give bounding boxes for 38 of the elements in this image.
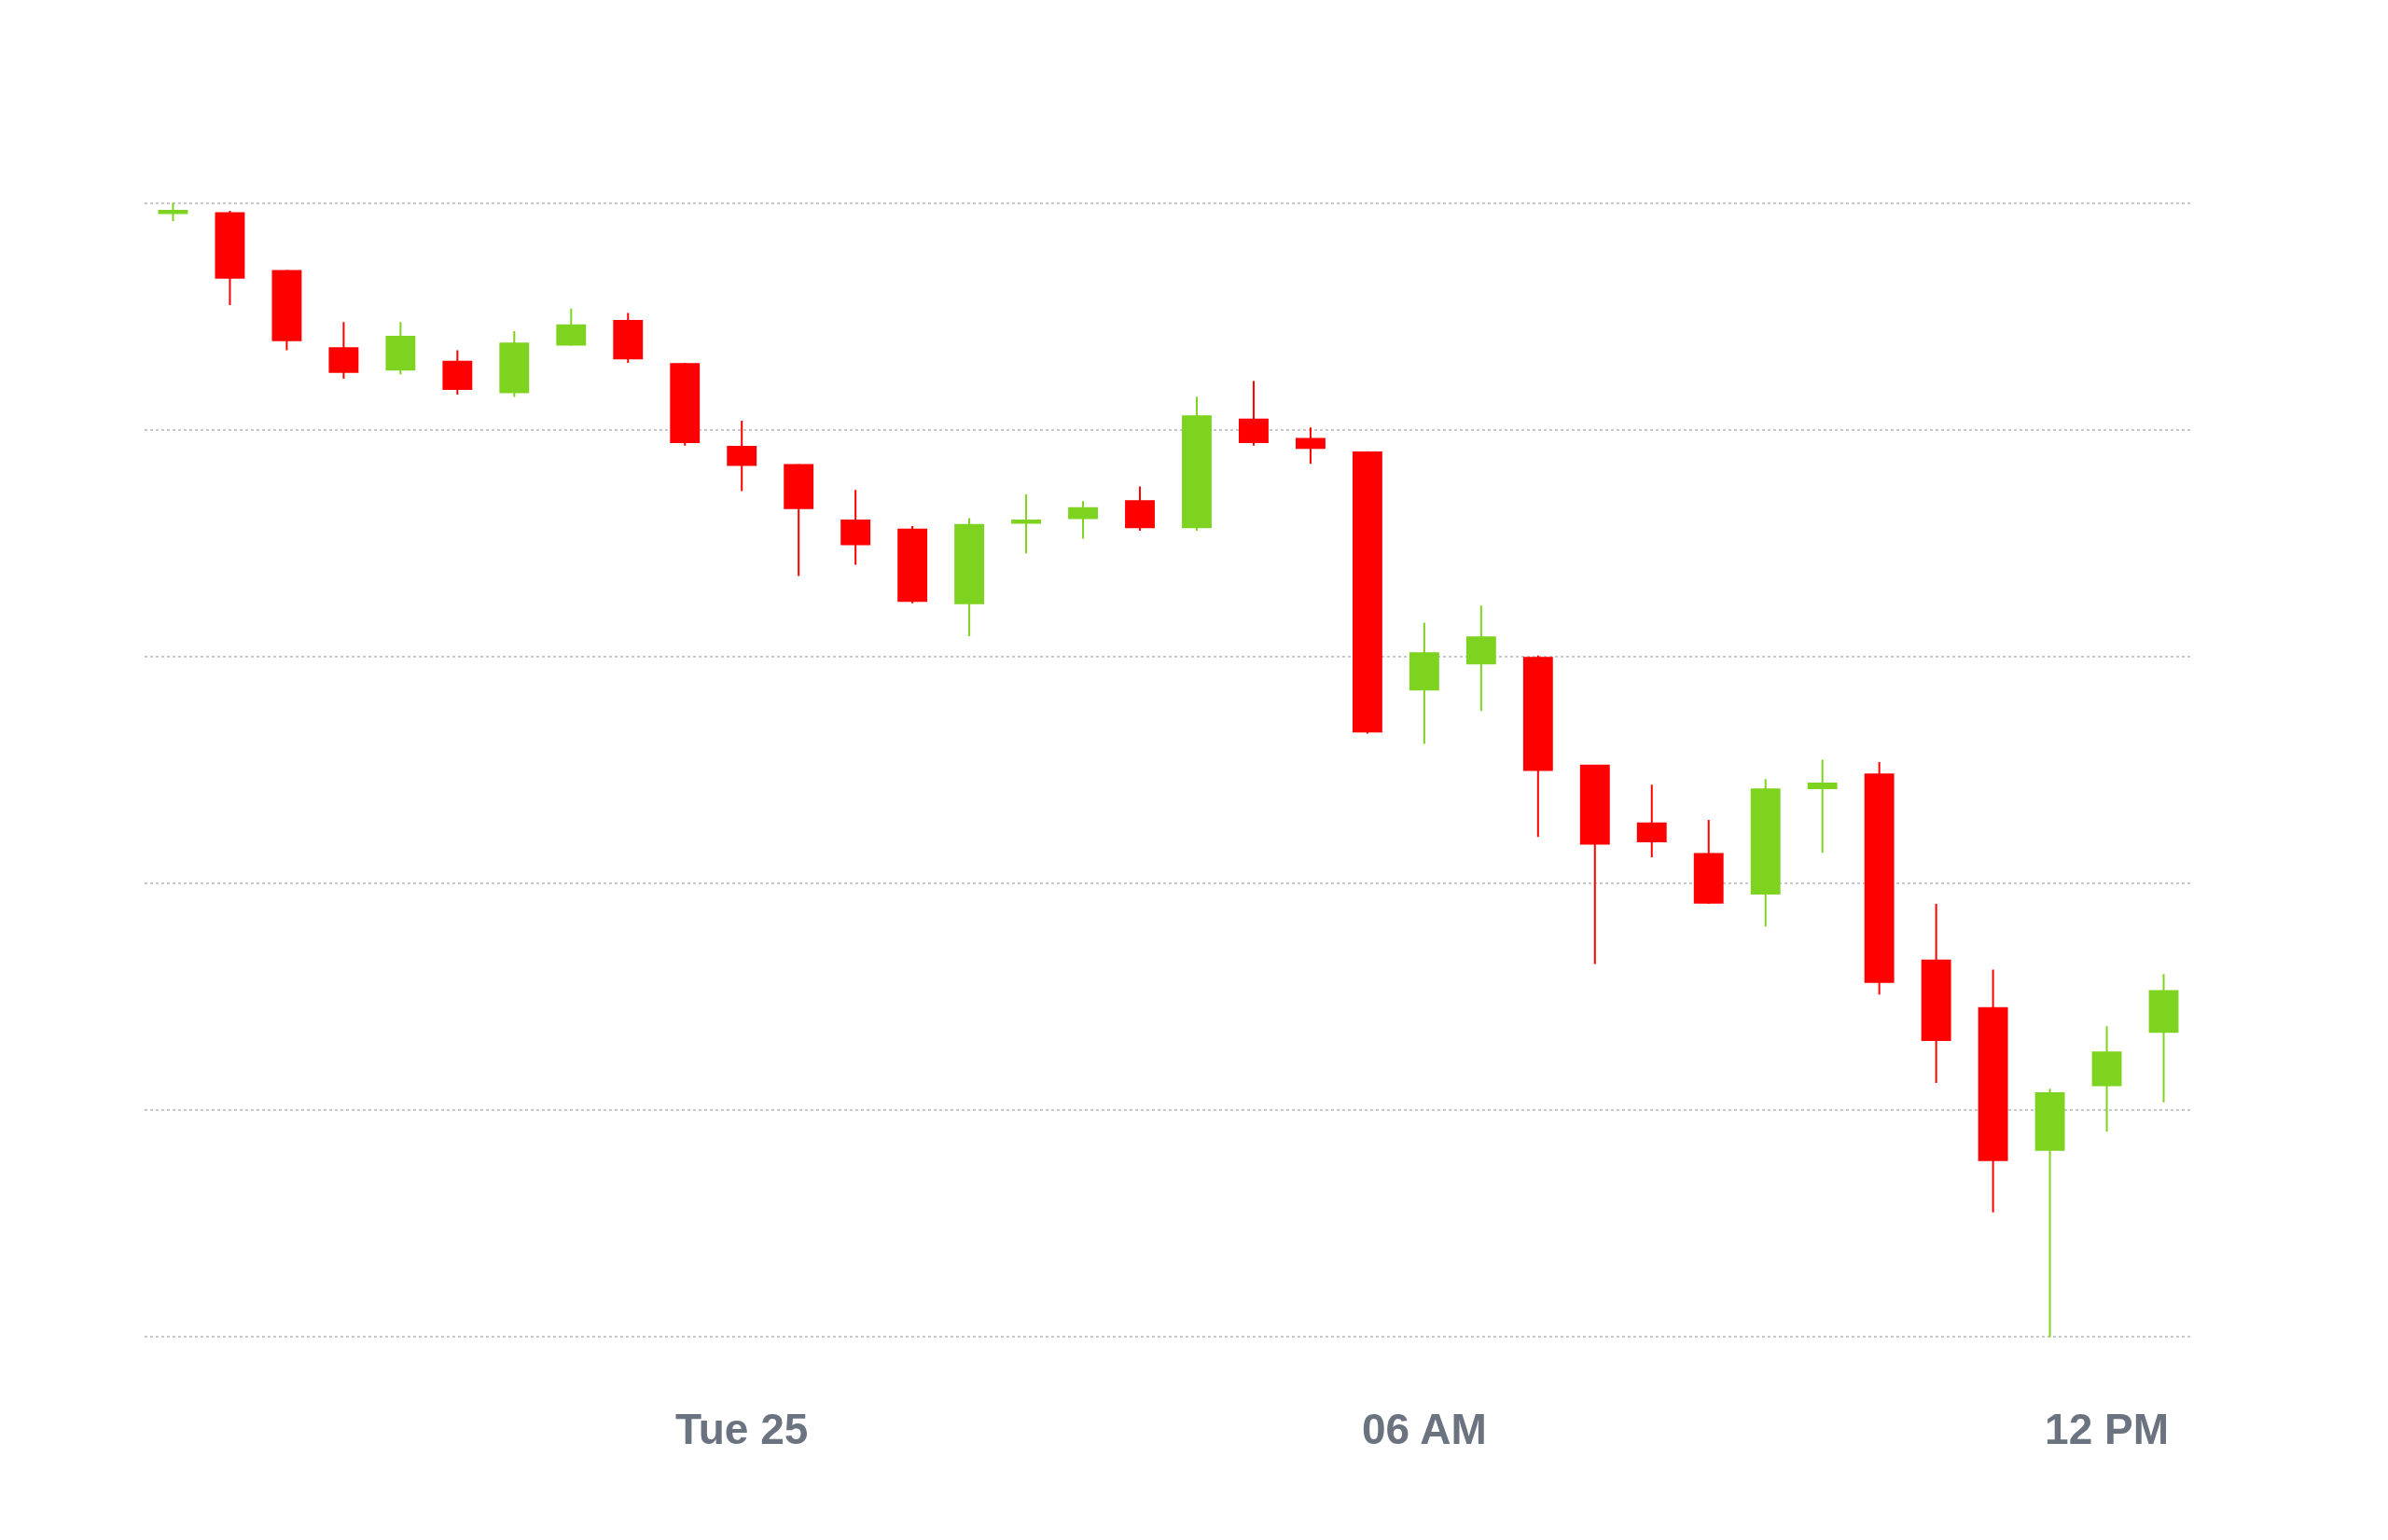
candlestick: [1011, 493, 1042, 555]
candlestick: [215, 210, 245, 306]
candlestick: [1125, 485, 1155, 532]
candlestick: [1978, 968, 2008, 1214]
candlestick: [1864, 760, 1895, 996]
candlestick: [897, 525, 928, 604]
x-tick-label: 12 PM: [2045, 1405, 2170, 1453]
candlestick: [2034, 1088, 2065, 1339]
candlestick: [1295, 426, 1326, 465]
candlestick: [840, 489, 871, 566]
candlestick: [1636, 784, 1667, 859]
candlestick: [385, 321, 416, 376]
candlestick: [1068, 500, 1098, 540]
candlestick: [328, 321, 359, 381]
candlestick: [556, 307, 587, 347]
candlestick: [271, 269, 302, 352]
candlestick: [1239, 380, 1269, 447]
candlestick: [1465, 604, 1496, 713]
candlestick: [1921, 902, 1951, 1085]
candlestick: [954, 517, 985, 638]
candlestick: [2148, 973, 2179, 1103]
candlestick: [613, 312, 644, 364]
candlestick: [1807, 758, 1838, 854]
candlestick: [2091, 1025, 2122, 1133]
candlestick: [499, 329, 530, 398]
candlestick: [670, 361, 701, 447]
candlestick: [1409, 621, 1439, 745]
candlestick: [1693, 819, 1724, 905]
candlestick: [1522, 654, 1553, 839]
candlestick: [442, 349, 473, 396]
candlestick: [1182, 395, 1212, 532]
candlestick: [727, 420, 757, 493]
candlestick: [1750, 778, 1781, 928]
candlestick: [1352, 450, 1382, 735]
candlestick: [1579, 764, 1610, 965]
x-tick-label: 06 AM: [1361, 1405, 1487, 1453]
candlestick: [784, 463, 814, 577]
x-tick-label: Tue 25: [675, 1405, 809, 1453]
